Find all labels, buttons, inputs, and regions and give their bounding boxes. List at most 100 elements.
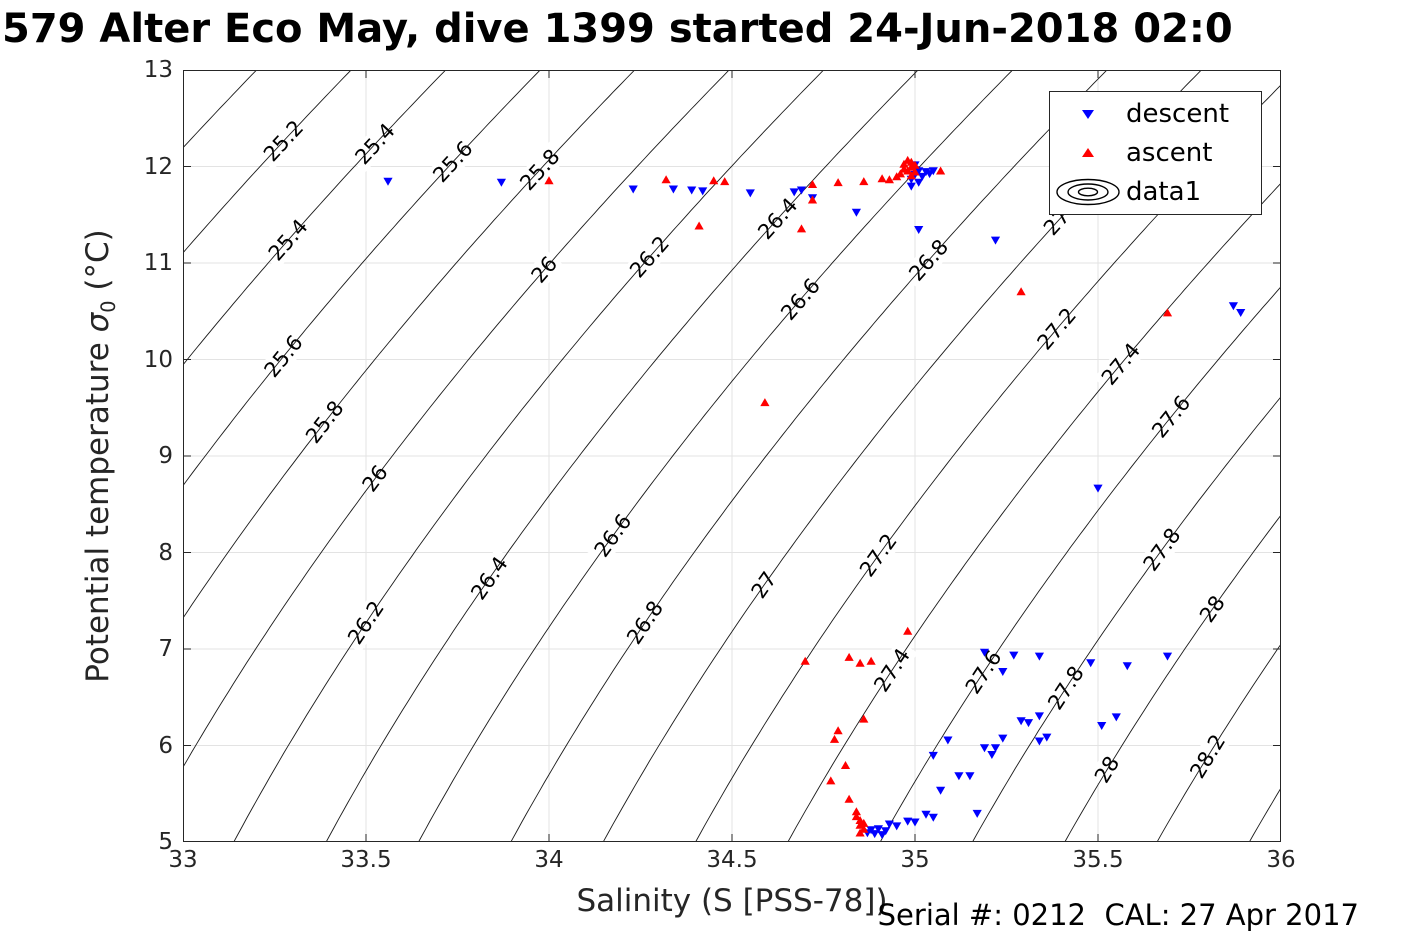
x-tick-label: 35.5 <box>1072 847 1124 873</box>
plot-area: 25.2 25.4 25.4 25.6 25.6 25.8 25.8 26 26 26.2 26.2… <box>182 69 1282 843</box>
contour-line <box>971 396 1281 842</box>
data-point-descent <box>914 167 924 176</box>
data-point-descent <box>745 189 755 198</box>
contour-line <box>183 70 730 768</box>
data-point-ascent <box>844 652 854 661</box>
data-point-descent <box>873 825 883 834</box>
data-point-descent <box>851 208 861 217</box>
y-axis-label-unit: (°C) <box>79 229 116 301</box>
x-tick-label: 34 <box>534 847 564 873</box>
contour-line <box>183 70 352 254</box>
data-point-ascent <box>855 828 865 837</box>
data-point-descent <box>1034 712 1044 721</box>
data-point-descent <box>1093 484 1103 493</box>
data-point-descent <box>917 172 927 181</box>
data-point-ascent <box>661 175 671 184</box>
data-point-descent <box>496 178 506 187</box>
data-point-ascent <box>859 177 869 186</box>
serial-annotation: Serial #: 0212 CAL: 27 Apr 2017 <box>877 898 1359 932</box>
contour-line <box>1248 787 1281 842</box>
data-point-ascent <box>859 818 869 827</box>
y-axis-label-text: Potential temperature <box>79 332 116 683</box>
data-point-descent <box>965 772 975 781</box>
contour-line <box>510 70 1108 842</box>
data-point-ascent <box>936 166 946 175</box>
data-point-ascent <box>906 171 916 180</box>
data-point-descent <box>921 810 931 819</box>
data-point-descent <box>1086 659 1096 668</box>
data-point-descent <box>1042 733 1052 742</box>
y-tick-label: 8 <box>158 539 173 566</box>
contour-line <box>183 70 636 619</box>
data-point-descent <box>928 167 938 176</box>
legend-item-descent: descent <box>1050 95 1261 133</box>
y-tick-label: 5 <box>158 829 173 855</box>
data-point-ascent <box>833 726 843 735</box>
data-point-descent <box>914 178 924 187</box>
y-tick-label: 7 <box>158 636 173 662</box>
data-point-descent <box>1122 662 1132 671</box>
x-tick-label: 35 <box>900 847 930 873</box>
data-point-descent <box>1034 652 1044 661</box>
data-point-descent <box>928 813 938 822</box>
data-point-descent <box>1034 737 1044 746</box>
data-point-descent <box>687 186 697 195</box>
data-point-descent <box>1097 722 1107 730</box>
data-point-descent <box>877 831 887 840</box>
data-point-ascent <box>910 167 920 176</box>
data-point-descent <box>910 818 920 827</box>
y-axis-label: Potential temperature σ0 (°C) <box>80 229 120 682</box>
contour-line <box>233 70 825 842</box>
x-tick-label: 34.5 <box>706 847 758 873</box>
data-point-descent <box>906 182 916 191</box>
legend-item-ascent: ascent <box>1050 134 1261 172</box>
contour-ellipses-icon <box>1050 177 1126 207</box>
data-point-descent <box>987 751 997 759</box>
contour-line <box>1156 643 1281 842</box>
data-point-descent <box>943 736 953 745</box>
data-point-descent <box>628 185 638 194</box>
data-point-descent <box>979 648 990 657</box>
data-point-ascent <box>884 175 894 184</box>
data-point-ascent <box>859 714 869 723</box>
x-tick-label: 33 <box>168 847 198 873</box>
x-tick-label: 36 <box>1266 847 1296 873</box>
plot-svg: 25.225.425.425.625.625.825.8262626.226.2… <box>182 69 1282 843</box>
data-point-descent <box>789 188 799 197</box>
data-point-descent <box>870 830 880 839</box>
legend: descent ascent data1 <box>1049 91 1262 215</box>
data-point-descent <box>1228 302 1238 311</box>
legend-item-data1: data1 <box>1050 173 1261 211</box>
x-tick-label: 33.5 <box>340 847 392 873</box>
legend-label-data1: data1 <box>1126 177 1202 208</box>
data-point-descent <box>903 817 913 826</box>
data-point-ascent <box>877 174 887 183</box>
data-point-ascent <box>851 812 861 821</box>
contour-line <box>183 70 447 366</box>
data-point-descent <box>928 751 938 760</box>
contour-line <box>787 182 1281 842</box>
y-tick-label: 10 <box>143 346 173 373</box>
data-point-ascent <box>709 176 719 185</box>
data-point-descent <box>668 185 678 194</box>
legend-label-ascent: ascent <box>1126 137 1213 168</box>
legend-label-descent: descent <box>1126 98 1230 129</box>
data-point-descent <box>1009 651 1019 660</box>
data-point-descent <box>1111 713 1121 722</box>
data-point-ascent <box>1016 287 1026 296</box>
data-point-ascent <box>855 658 865 667</box>
sigma-symbol: σ <box>79 312 116 333</box>
data-point-descent <box>892 822 902 831</box>
data-point-ascent <box>720 177 730 186</box>
data-point-ascent <box>844 794 854 803</box>
data-point-ascent <box>1162 308 1173 317</box>
y-tick-label: 11 <box>143 250 173 276</box>
data-point-descent <box>972 809 982 818</box>
chart-title: 579 Alter Eco May, dive 1399 started 24-… <box>2 6 1233 52</box>
data-point-descent <box>979 744 990 753</box>
data-point-descent <box>914 226 924 234</box>
descent-marker-icon <box>1050 108 1126 120</box>
data-point-ascent <box>866 656 876 665</box>
data-point-descent <box>796 186 807 195</box>
